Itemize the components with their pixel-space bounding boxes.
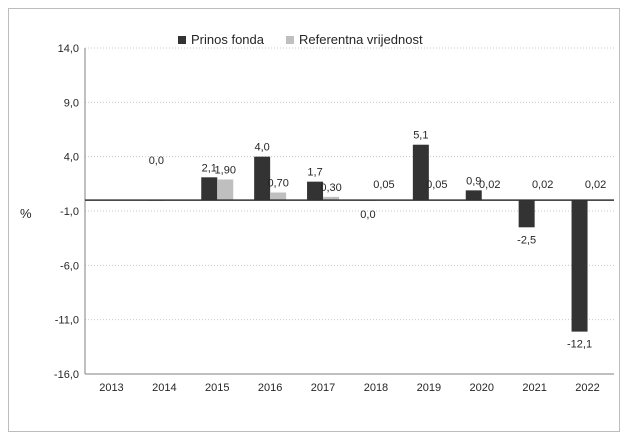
data-label: 2,1 [202, 162, 217, 174]
chart-frame [8, 8, 620, 432]
bar-prinos-fonda [571, 200, 588, 332]
x-tick-label: 2020 [470, 382, 494, 394]
x-tick-label: 2015 [205, 382, 229, 394]
legend-swatch [286, 36, 294, 44]
x-tick-label: 2014 [152, 382, 176, 394]
y-tick-label: -11,0 [55, 315, 79, 327]
data-label: 0,02 [585, 179, 606, 191]
data-label: 1,7 [307, 167, 322, 179]
y-tick-label: -1,0 [60, 206, 79, 218]
data-label: 1,90 [215, 164, 236, 176]
data-label: 5,1 [413, 130, 428, 142]
x-tick-label: 2021 [522, 382, 546, 394]
bars [148, 144, 604, 332]
data-label: 0,02 [479, 179, 500, 191]
y-tick-label: -16,0 [54, 369, 79, 381]
legend: Prinos fonda Referentna vrijednost [178, 32, 423, 47]
y-tick-label: 4,0 [64, 152, 79, 164]
y-tick-labels: 14,0 9,0 4,0 -1,0 -6,0 -11,0 -16,0 [54, 43, 79, 381]
y-tick-label: -6,0 [60, 260, 79, 272]
bar-prinos-fonda [254, 156, 271, 201]
data-label: -2,5 [517, 234, 536, 246]
bar-prinos-fonda [518, 200, 535, 228]
bar-referentna-vrijednost [323, 196, 340, 201]
data-label: -12,1 [567, 339, 592, 351]
x-tick-label: 2017 [311, 382, 335, 394]
bar-prinos-fonda [307, 181, 324, 201]
x-tick-label: 2016 [258, 382, 282, 394]
data-label: 0,0 [360, 209, 375, 221]
bar-prinos-fonda [201, 177, 218, 201]
x-tick-label: 2013 [99, 382, 123, 394]
data-label: 4,0 [255, 142, 270, 154]
bar-referentna-vrijednost [217, 179, 234, 201]
x-tick-label: 2019 [417, 382, 441, 394]
axes [84, 48, 614, 375]
x-tick-labels: 2013 2014 2015 2016 2017 2018 2019 2020 2021 2022 [99, 382, 600, 394]
legend-label: Referentna vrijednost [299, 32, 423, 47]
legend-swatch [178, 36, 186, 44]
y-tick-label: 14,0 [58, 43, 79, 55]
legend-label: Prinos fonda [191, 32, 265, 47]
data-label: 0,02 [532, 179, 553, 191]
data-label: 0,9 [466, 175, 481, 187]
bar-referentna-vrijednost [270, 192, 287, 201]
x-tick-label: 2022 [575, 382, 599, 394]
data-label: 0,30 [320, 182, 341, 194]
bar-prinos-fonda [412, 144, 429, 201]
data-label: 0,05 [426, 179, 447, 191]
y-tick-label: 9,0 [64, 97, 79, 109]
data-label: 0,05 [373, 179, 394, 191]
x-tick-label: 2018 [364, 382, 388, 394]
bar-prinos-fonda [465, 190, 482, 201]
data-label: 0,0 [149, 155, 164, 167]
data-label: 0,70 [267, 178, 288, 190]
data-labels: 0,0 2,1 4,0 1,7 0,0 5,1 0,9 -2,5 -12,1 1,90 0,70 0,… [149, 130, 607, 351]
y-axis-label: % [20, 206, 32, 221]
